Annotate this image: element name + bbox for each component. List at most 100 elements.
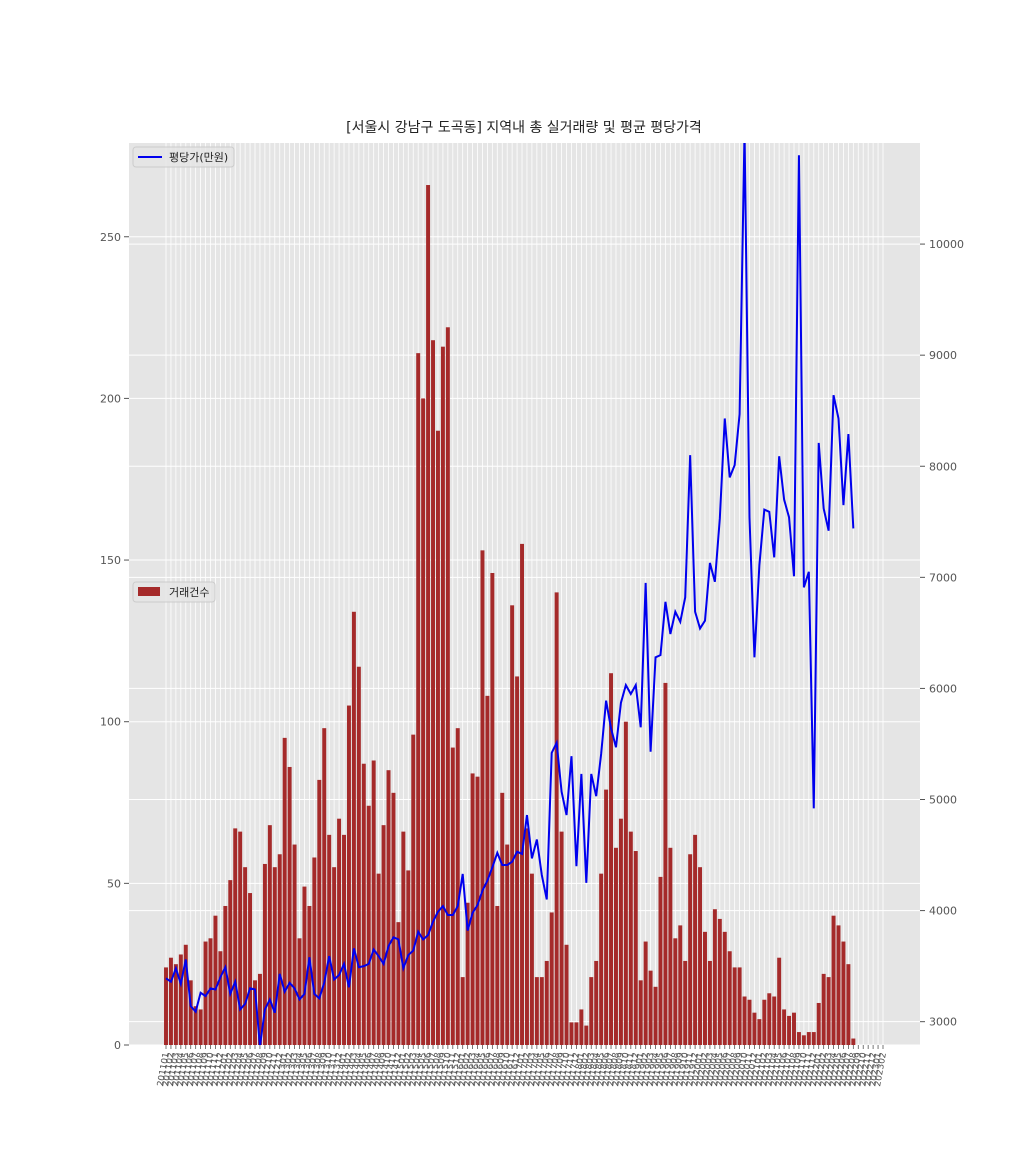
bar bbox=[213, 915, 218, 1045]
legend-count-swatch bbox=[138, 587, 160, 596]
bar bbox=[218, 951, 223, 1045]
bar bbox=[223, 905, 228, 1045]
bar bbox=[811, 1032, 816, 1045]
bar bbox=[178, 954, 183, 1045]
bar bbox=[633, 851, 638, 1045]
bar bbox=[440, 346, 445, 1045]
bar bbox=[703, 931, 707, 1045]
bar bbox=[623, 721, 628, 1045]
bar bbox=[337, 818, 342, 1045]
bar bbox=[549, 912, 554, 1045]
bar bbox=[327, 834, 332, 1045]
bar bbox=[747, 999, 752, 1045]
plot-area bbox=[129, 143, 920, 1045]
bar bbox=[826, 977, 831, 1045]
bar bbox=[292, 844, 297, 1045]
bar bbox=[435, 430, 440, 1046]
bar bbox=[554, 592, 559, 1045]
bar bbox=[396, 922, 401, 1045]
bar bbox=[312, 857, 317, 1045]
left-y-axis: 0 50 100 150 200 250 bbox=[100, 231, 129, 1052]
bar bbox=[416, 353, 421, 1045]
bar bbox=[248, 893, 253, 1045]
bar bbox=[470, 773, 475, 1045]
right-tick-label: 4000 bbox=[929, 905, 957, 918]
bar bbox=[599, 873, 604, 1045]
bar bbox=[693, 834, 698, 1045]
left-tick-label: 100 bbox=[100, 716, 121, 729]
bar bbox=[831, 915, 836, 1045]
bar bbox=[767, 993, 772, 1045]
line-series-group bbox=[165, 143, 855, 1045]
bar bbox=[366, 805, 371, 1045]
bar bbox=[198, 1009, 203, 1045]
bar bbox=[401, 831, 406, 1045]
bar bbox=[801, 1035, 806, 1045]
bar bbox=[500, 792, 505, 1045]
right-tick-label: 8000 bbox=[929, 460, 957, 473]
bar bbox=[460, 977, 465, 1045]
bar bbox=[544, 960, 549, 1045]
bar bbox=[426, 185, 431, 1045]
bar bbox=[851, 1038, 856, 1045]
bar bbox=[411, 734, 416, 1045]
bar bbox=[193, 1006, 198, 1045]
bar bbox=[777, 957, 782, 1045]
bar bbox=[465, 902, 470, 1045]
bar bbox=[648, 970, 653, 1045]
bar bbox=[742, 996, 747, 1045]
bar bbox=[371, 760, 376, 1045]
bar bbox=[678, 925, 683, 1045]
bar bbox=[267, 825, 272, 1045]
bar bbox=[386, 770, 391, 1045]
bar bbox=[816, 1002, 821, 1045]
bar bbox=[732, 967, 737, 1045]
bar bbox=[653, 986, 658, 1045]
bar bbox=[594, 960, 599, 1045]
bar bbox=[475, 776, 480, 1045]
bar bbox=[287, 766, 292, 1045]
bar bbox=[663, 682, 668, 1045]
bar bbox=[262, 863, 267, 1045]
bar bbox=[282, 737, 287, 1045]
bar bbox=[668, 847, 673, 1045]
bar bbox=[277, 854, 282, 1045]
bar bbox=[821, 973, 826, 1045]
bar bbox=[168, 957, 173, 1045]
bar bbox=[332, 867, 337, 1045]
bar bbox=[688, 854, 693, 1045]
left-tick-label: 150 bbox=[100, 554, 121, 567]
bar bbox=[846, 964, 851, 1045]
bar bbox=[584, 1025, 589, 1045]
bar bbox=[272, 867, 277, 1045]
bar bbox=[712, 909, 717, 1045]
right-tick-label: 10000 bbox=[929, 238, 964, 251]
left-tick-label: 250 bbox=[100, 231, 121, 244]
bar bbox=[722, 931, 727, 1045]
bar bbox=[772, 996, 777, 1045]
bar bbox=[208, 938, 213, 1045]
bar bbox=[431, 340, 435, 1046]
legend-count-label: 거래건수 bbox=[169, 586, 209, 599]
bar bbox=[643, 941, 648, 1045]
bar-series bbox=[164, 185, 856, 1046]
legend-price: 평당가(만원) bbox=[132, 146, 235, 168]
bar bbox=[717, 918, 722, 1045]
bar bbox=[485, 695, 490, 1045]
legend-count: 거래건수 bbox=[132, 581, 216, 603]
bar bbox=[757, 1019, 762, 1045]
bar bbox=[638, 980, 643, 1045]
bar bbox=[233, 828, 238, 1045]
right-y-axis: 3000 4000 5000 6000 7000 8000 9000 10000 bbox=[920, 238, 964, 1029]
left-tick-label: 0 bbox=[114, 1039, 121, 1052]
bar bbox=[707, 960, 712, 1045]
bar bbox=[346, 705, 351, 1045]
bar bbox=[297, 938, 302, 1045]
bar bbox=[618, 818, 623, 1045]
bar bbox=[361, 763, 366, 1045]
bar bbox=[322, 728, 327, 1045]
bar bbox=[683, 960, 688, 1045]
bar bbox=[342, 834, 346, 1045]
bar bbox=[762, 999, 767, 1045]
